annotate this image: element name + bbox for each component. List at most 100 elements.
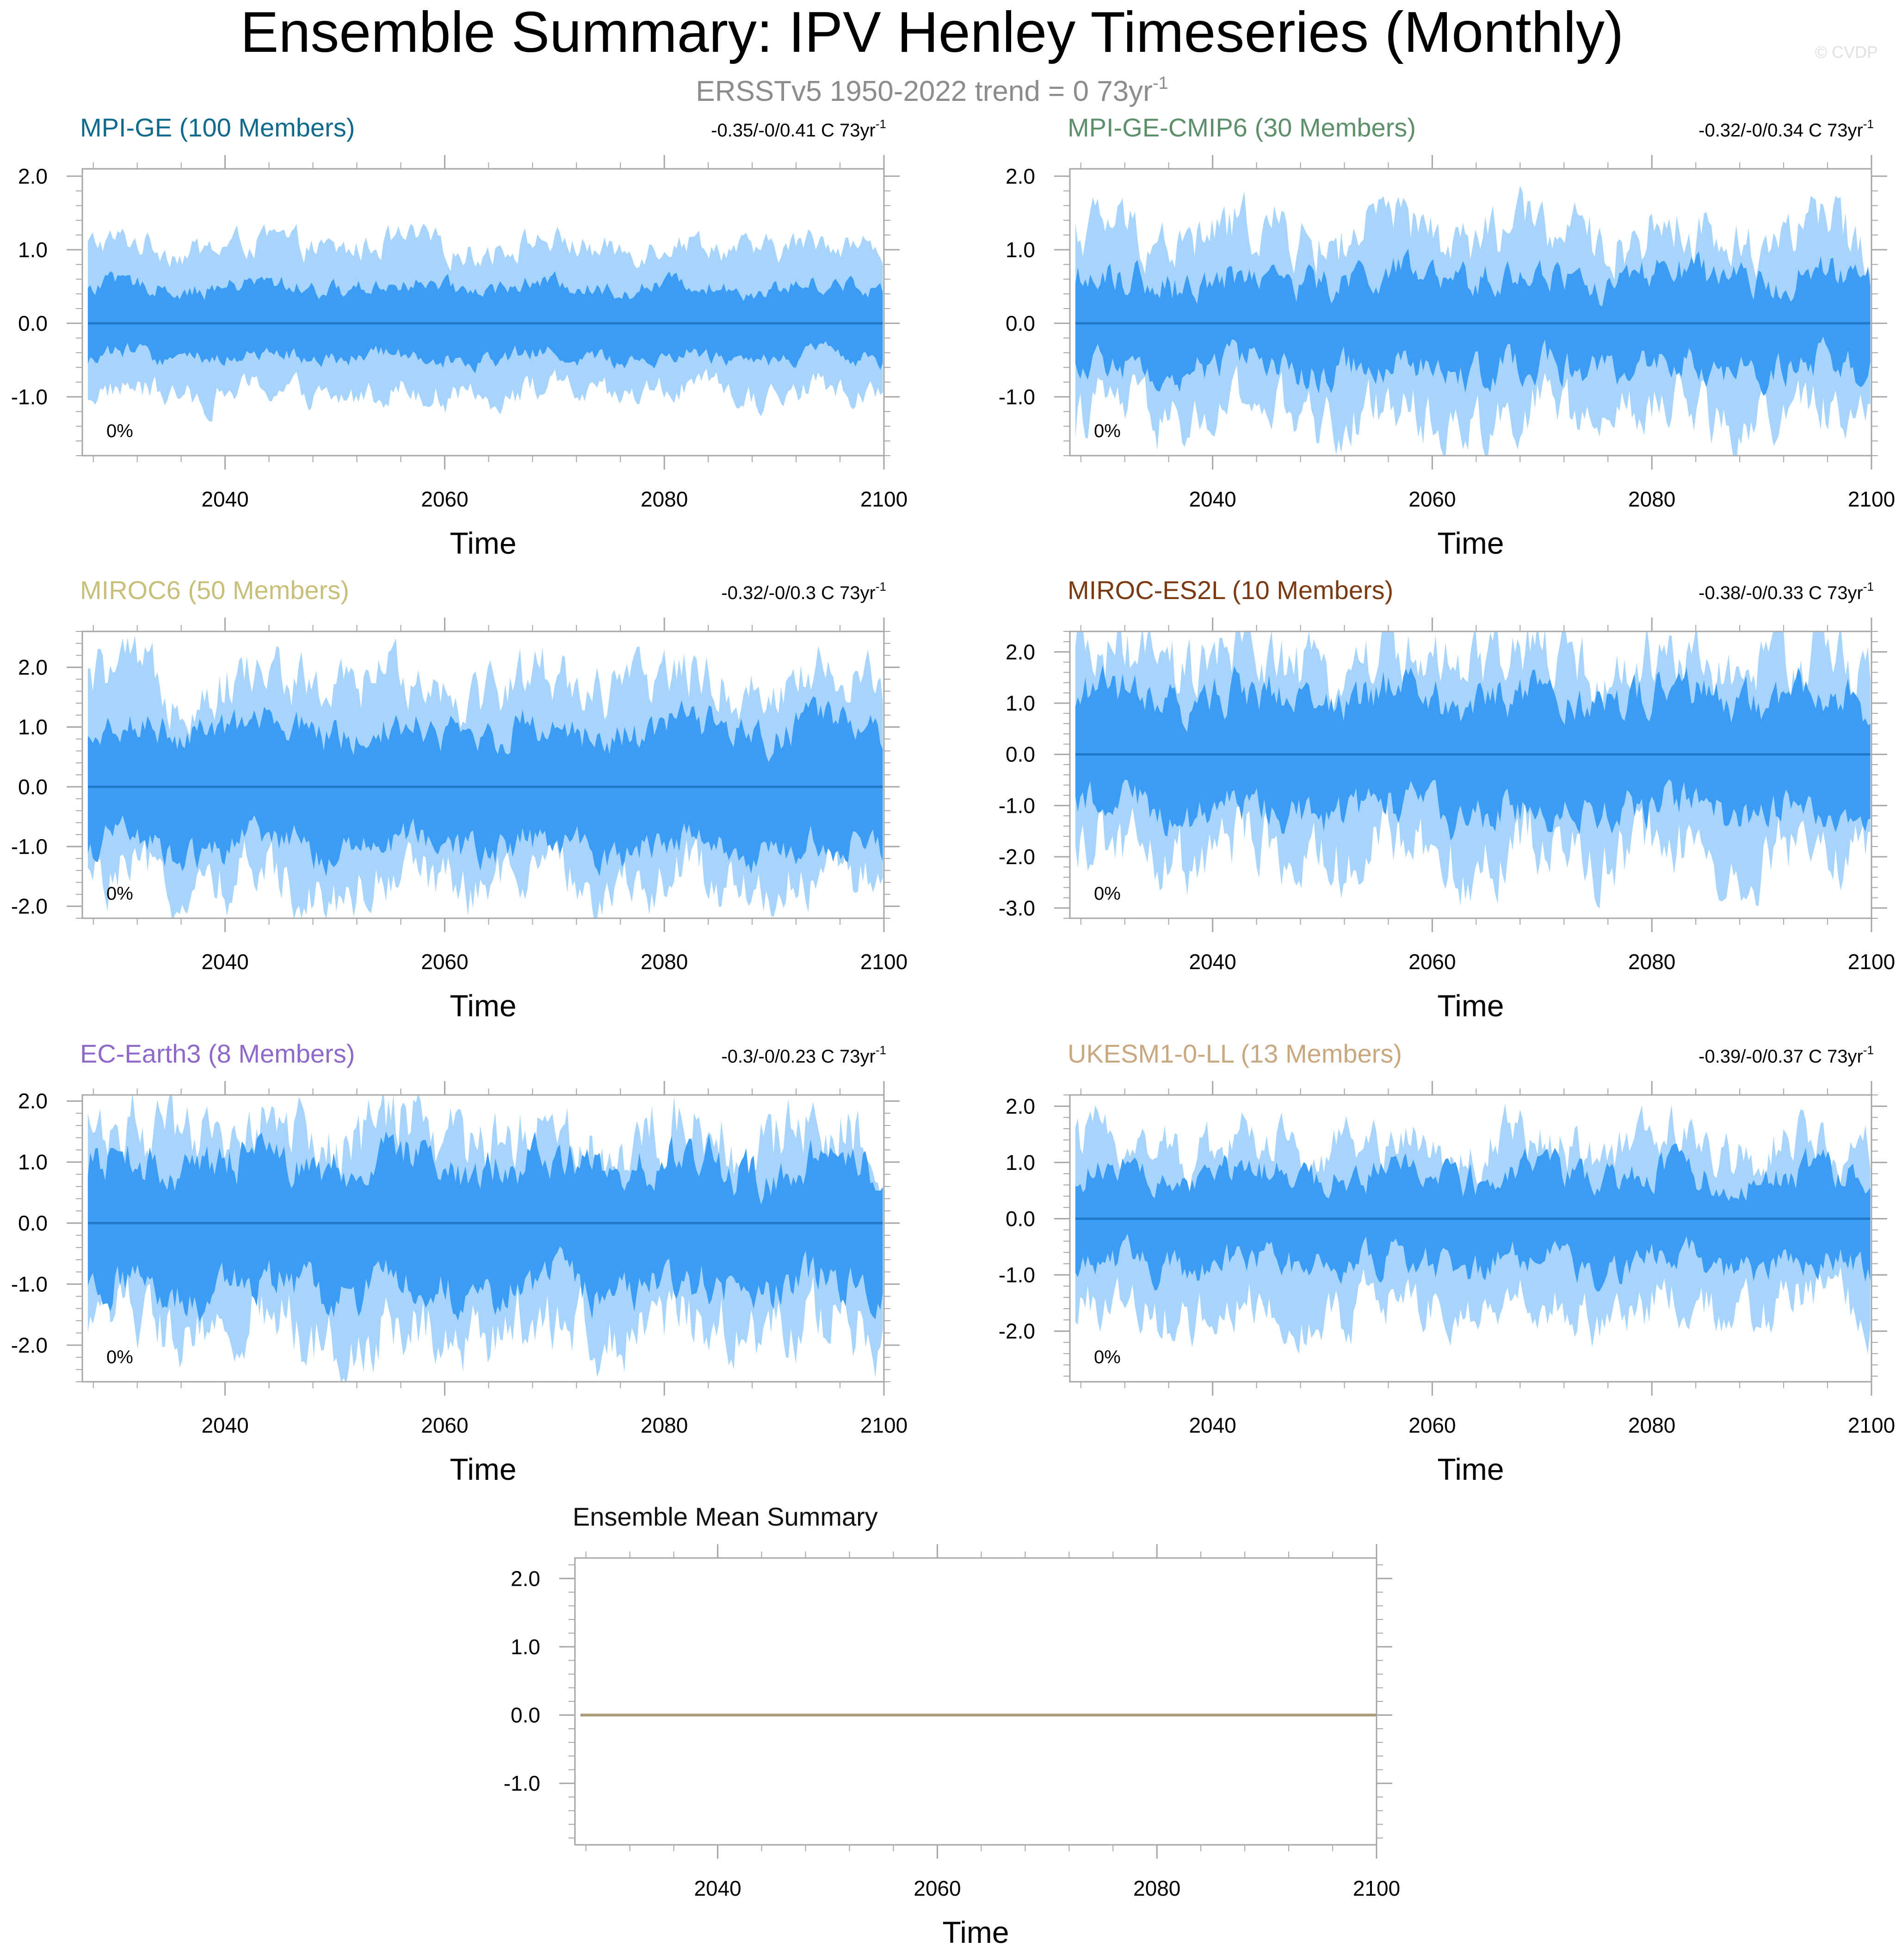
chart-panel-2: MPI-GE-CMIP6 (30 Members) -0.32/-0/0.34 C… xyxy=(999,113,1895,560)
chart-panel-3: MIROC6 (50 Members) -0.32/-0/0.3 C 73yr-1… xyxy=(11,575,908,1023)
inner-spread-band xyxy=(1075,665,1871,841)
plot-frame xyxy=(81,1094,885,1383)
trend-value: -0.3/-0/0.23 C 73yr xyxy=(721,1046,876,1067)
trend-superscript: -1 xyxy=(1863,580,1874,594)
y-tick-label: -1.0 xyxy=(11,385,48,409)
x-tick-label: 2100 xyxy=(1848,487,1895,511)
y-tick-label: 0.0 xyxy=(18,775,48,799)
panel-title: MIROC6 (50 Members) xyxy=(80,575,349,605)
y-tick-label: 2.0 xyxy=(18,164,48,188)
y-tick-label: 2.0 xyxy=(1006,1094,1035,1118)
percent-label: 0% xyxy=(1094,1347,1121,1367)
y-tick-label: 1.0 xyxy=(18,715,48,739)
plot-frame xyxy=(574,1557,1377,1846)
panel-title: EC-Earth3 (8 Members) xyxy=(80,1039,355,1068)
x-tick-label: 2040 xyxy=(201,950,248,974)
x-tick-label: 2080 xyxy=(1628,487,1675,511)
percent-label: 0% xyxy=(1094,421,1121,441)
y-tick-label: 2.0 xyxy=(1006,164,1035,188)
panel-title: MPI-GE-CMIP6 (30 Members) xyxy=(1068,113,1416,142)
trend-annotation: -0.35/-0/0.41 C 73yr-1 xyxy=(711,117,886,141)
trend-annotation: -0.32/-0/0.34 C 73yr-1 xyxy=(1698,117,1874,141)
plot-data xyxy=(87,635,883,918)
panel-title: Ensemble Mean Summary xyxy=(573,1502,878,1531)
y-tick-label: -1.0 xyxy=(504,1771,540,1795)
x-tick-label: 2080 xyxy=(1628,950,1675,974)
subtitle-superscript: -1 xyxy=(1153,74,1168,93)
subtitle-main: ERSSTv5 1950-2022 trend = 0 73yr xyxy=(696,75,1152,107)
x-tick-label: 2100 xyxy=(1848,950,1895,974)
plot-data xyxy=(87,1095,883,1382)
y-tick-label: 1.0 xyxy=(18,238,48,262)
y-tick-label: 0.0 xyxy=(18,1211,48,1235)
percent-label: 0% xyxy=(106,1347,133,1367)
x-tick-label: 2060 xyxy=(1408,1413,1456,1437)
x-tick-label: 2080 xyxy=(1133,1876,1180,1900)
y-tick-label: 0.0 xyxy=(18,311,48,335)
x-tick-label: 2040 xyxy=(694,1876,741,1900)
y-tick-label: 1.0 xyxy=(1006,238,1035,262)
y-tick-label: 2.0 xyxy=(1006,640,1035,664)
x-tick-label: 2080 xyxy=(1628,1413,1675,1437)
x-axis-label: Time xyxy=(1437,989,1504,1023)
x-tick-label: 2060 xyxy=(421,487,468,511)
inner-spread-band xyxy=(87,1131,883,1322)
y-tick-label: -2.0 xyxy=(11,1333,48,1357)
chart-panel-7: Ensemble Mean Summary 2.0 1.0 0.0 -1.0 2040 20… xyxy=(504,1502,1400,1949)
plot-frame xyxy=(1069,1094,1872,1383)
y-tick-label: -2.0 xyxy=(11,894,48,918)
x-tick-label: 2060 xyxy=(1408,950,1456,974)
x-axis-label: Time xyxy=(450,1452,516,1486)
trend-value: -0.32/-0/0.3 C 73yr xyxy=(721,583,876,603)
y-tick-label: -3.0 xyxy=(999,896,1035,920)
x-tick-label: 2040 xyxy=(201,487,248,511)
panel-title: MPI-GE (100 Members) xyxy=(80,113,355,142)
x-tick-label: 2040 xyxy=(201,1413,248,1437)
x-tick-label: 2100 xyxy=(860,487,908,511)
chart-panel-1: MPI-GE (100 Members) -0.35/-0/0.41 C 73yr… xyxy=(11,113,908,560)
y-tick-label: -1.0 xyxy=(999,1263,1035,1287)
trend-value: -0.32/-0/0.34 C 73yr xyxy=(1698,120,1863,141)
plot-frame xyxy=(81,168,885,457)
x-tick-label: 2080 xyxy=(641,950,688,974)
percent-label: 0% xyxy=(106,884,133,904)
x-tick-label: 2060 xyxy=(914,1876,961,1900)
figure-subtitle: ERSSTv5 1950-2022 trend = 0 73yr-1 xyxy=(696,74,1168,107)
y-tick-label: 2.0 xyxy=(18,1089,48,1113)
trend-value: -0.35/-0/0.41 C 73yr xyxy=(711,120,876,141)
y-tick-label: 1.0 xyxy=(18,1150,48,1174)
x-tick-label: 2040 xyxy=(1189,1413,1236,1437)
trend-superscript: -1 xyxy=(1863,1043,1874,1057)
chart-panel-4: MIROC-ES2L (10 Members) -0.38/-0/0.33 C 7… xyxy=(999,575,1895,1023)
x-tick-label: 2100 xyxy=(860,950,908,974)
x-axis-label: Time xyxy=(450,526,516,560)
plot-data xyxy=(1075,1103,1871,1354)
y-tick-label: -1.0 xyxy=(999,385,1035,409)
trend-annotation: -0.38/-0/0.33 C 73yr-1 xyxy=(1698,580,1874,603)
y-tick-label: -1.0 xyxy=(999,793,1035,817)
trend-superscript: -1 xyxy=(876,117,886,131)
trend-annotation: -0.3/-0/0.23 C 73yr-1 xyxy=(721,1043,886,1067)
x-tick-label: 2080 xyxy=(641,1413,688,1437)
trend-value: -0.39/-0/0.37 C 73yr xyxy=(1698,1046,1863,1067)
x-tick-label: 2060 xyxy=(421,950,468,974)
y-tick-label: -2.0 xyxy=(999,1319,1035,1343)
chart-panel-5: EC-Earth3 (8 Members) -0.3/-0/0.23 C 73yr… xyxy=(11,1039,908,1486)
panel-title: UKESM1-0-LL (13 Members) xyxy=(1068,1039,1402,1068)
chart-panel-6: UKESM1-0-LL (13 Members) -0.39/-0/0.37 C … xyxy=(999,1039,1895,1486)
y-tick-label: 2.0 xyxy=(18,655,48,680)
panel-title: MIROC-ES2L (10 Members) xyxy=(1068,575,1393,605)
watermark: © CVDP xyxy=(1815,43,1878,62)
x-axis-label: Time xyxy=(942,1915,1009,1949)
plot-frame xyxy=(1069,168,1872,457)
trend-annotation: -0.39/-0/0.37 C 73yr-1 xyxy=(1698,1043,1874,1067)
y-tick-label: 0.0 xyxy=(511,1703,540,1727)
trend-superscript: -1 xyxy=(876,1043,886,1057)
y-tick-label: 0.0 xyxy=(1006,1206,1035,1230)
plot-data xyxy=(1075,631,1871,909)
y-tick-label: 1.0 xyxy=(1006,1150,1035,1175)
percent-label: 0% xyxy=(106,421,133,441)
y-tick-label: 0.0 xyxy=(1006,311,1035,335)
x-tick-label: 2060 xyxy=(421,1413,468,1437)
